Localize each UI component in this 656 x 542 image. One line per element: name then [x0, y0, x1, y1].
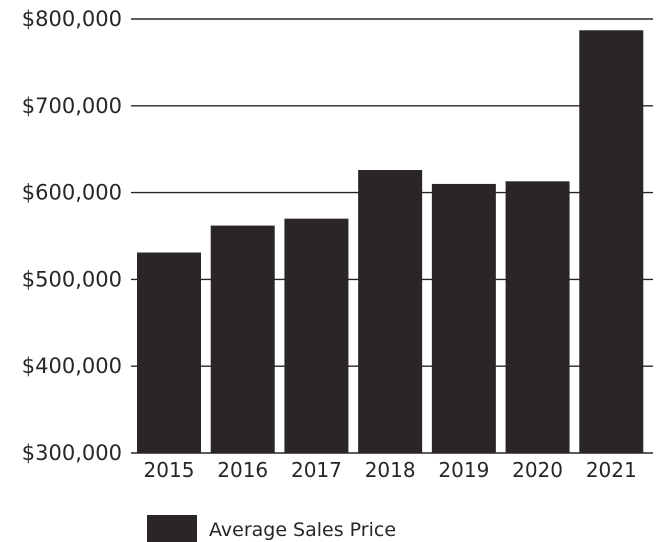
bar-2016: [210, 225, 275, 453]
bar-2018: [358, 170, 423, 454]
bar-2015: [137, 252, 201, 453]
legend: Average Sales Price: [147, 515, 396, 542]
y-tick-label: $700,000: [22, 94, 122, 118]
bar-2021: [579, 30, 644, 454]
x-tick-label: 2017: [291, 458, 342, 482]
bars: [137, 30, 644, 454]
x-tick-label: 2018: [365, 458, 416, 482]
bar-2017: [284, 218, 349, 453]
x-axis-tick-labels: 2015 2016 2017 2018 2019 2020 2021: [144, 458, 637, 482]
bar-2020: [505, 181, 570, 454]
y-tick-label: $600,000: [22, 181, 122, 205]
y-tick-label: $500,000: [22, 267, 122, 291]
legend-label: Average Sales Price: [209, 519, 396, 541]
x-tick-label: 2016: [217, 458, 268, 482]
y-tick-label: $400,000: [22, 354, 122, 378]
legend-swatch: [147, 515, 197, 542]
y-axis-tick-labels: $300,000 $400,000 $500,000 $600,000 $700,000…: [22, 7, 122, 465]
y-tick-label: $800,000: [22, 7, 122, 31]
x-tick-label: 2019: [438, 458, 489, 482]
x-tick-label: 2015: [144, 458, 195, 482]
bar-2019: [431, 183, 496, 454]
x-tick-label: 2021: [586, 458, 637, 482]
y-tick-label: $300,000: [22, 441, 122, 465]
x-tick-label: 2020: [512, 458, 563, 482]
